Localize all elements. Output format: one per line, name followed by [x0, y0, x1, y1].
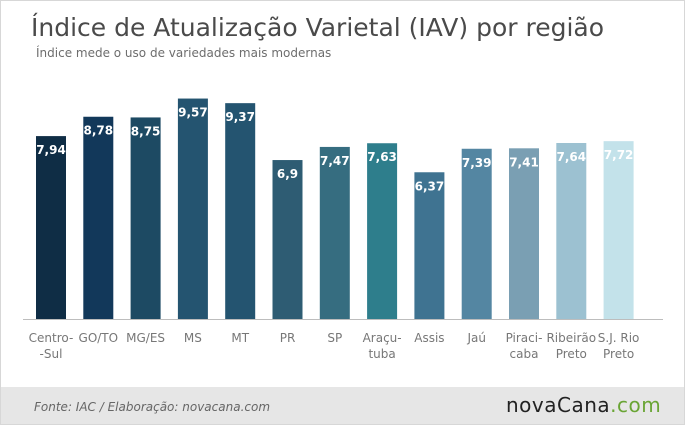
bar-value-label: 7,47	[320, 154, 350, 168]
bar	[36, 136, 66, 319]
chart-subtitle: Índice mede o uso de variedades mais mod…	[36, 46, 332, 60]
bar-value-label: 6,9	[277, 167, 298, 181]
bar	[83, 116, 114, 319]
bar-value-label: 8,75	[131, 124, 161, 138]
bar-value-label: 7,72	[604, 148, 634, 162]
bar-value-label: 9,37	[225, 110, 255, 124]
x-tick-label: Jaú	[466, 331, 486, 345]
x-tick-label: MS	[184, 331, 202, 345]
bar-value-label: 7,63	[367, 150, 397, 164]
bar-value-label: 9,57	[178, 106, 208, 120]
bar-chart: 7,94 Centro--Sul 8,78 GO/TO 8,75 MG/ES 9,57 MS 9…	[23, 98, 663, 361]
bar	[177, 98, 208, 319]
x-tick-label: GO/TO	[79, 331, 119, 345]
x-tick-label: MG/ES	[126, 331, 165, 345]
logo-part-domain: .com	[610, 393, 662, 417]
x-tick-label: Centro--Sul	[29, 331, 74, 361]
x-tick-label: Ribeirão Preto	[546, 331, 596, 361]
bar	[461, 148, 492, 319]
footer-bar: Fonte: IAC / Elaboração: novacana.com no…	[1, 387, 684, 424]
bar-value-label: 7,39	[462, 156, 492, 170]
bar	[319, 146, 350, 319]
bar	[367, 143, 398, 319]
logo-part-nova: nova	[506, 393, 558, 417]
source-text: Fonte: IAC / Elaboração: novacana.com	[34, 400, 271, 414]
logo-part-cana: Cana	[557, 393, 611, 417]
bar-value-label: 7,41	[509, 155, 539, 169]
x-tick-label: PR	[280, 331, 296, 345]
x-tick-label: SP	[327, 331, 342, 345]
bar	[603, 141, 634, 319]
bar	[509, 148, 539, 319]
x-tick-label: MT	[231, 331, 249, 345]
x-tick-label: Piraci-caba	[506, 331, 543, 361]
bar-value-label: 6,37	[415, 179, 445, 193]
x-tick-label: Araçu-tuba	[363, 331, 402, 361]
bar-value-label: 7,94	[36, 143, 66, 157]
bar	[272, 160, 303, 319]
x-tick-label: S.J. Rio Preto	[598, 331, 640, 361]
x-tick-label: Assis	[414, 331, 444, 345]
bar	[130, 117, 161, 319]
bar-value-label: 7,64	[556, 150, 586, 164]
bar	[414, 172, 445, 319]
bar	[225, 103, 256, 319]
novacana-logo[interactable]: novaCana.com	[506, 393, 661, 417]
bar	[556, 143, 587, 319]
bar-value-label: 8,78	[83, 124, 113, 138]
chart-title: Índice de Atualização Varietal (IAV) por…	[31, 13, 605, 42]
